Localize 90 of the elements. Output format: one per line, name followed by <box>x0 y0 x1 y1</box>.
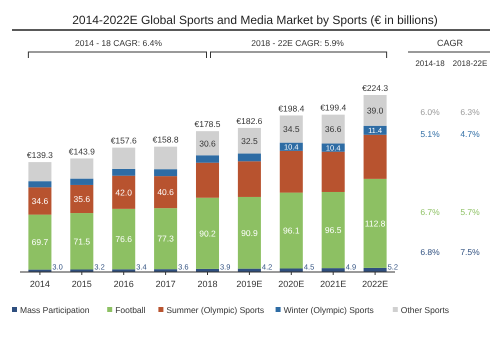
data-label: 96.5 <box>324 225 342 236</box>
text: 5.7% <box>460 207 480 217</box>
bar <box>280 192 303 268</box>
bar <box>196 155 220 163</box>
bar <box>238 161 261 197</box>
total-label: €199.4 <box>320 102 346 113</box>
data-label: 39.0 <box>366 105 384 116</box>
x-tick-label: 2021E <box>320 279 346 289</box>
text: 7.5% <box>460 247 480 257</box>
total-label: €178.5 <box>194 119 221 130</box>
x-tick-label: 2016 <box>114 279 134 289</box>
total-label: €143.9 <box>68 146 96 156</box>
total-label: €182.6 <box>236 116 263 126</box>
total-label: €139.3 <box>26 150 54 160</box>
x-tick-label: 2020E <box>278 279 304 289</box>
bar <box>70 184 94 214</box>
bar <box>280 115 303 143</box>
bar <box>322 192 345 268</box>
text: 6.8% <box>420 247 440 257</box>
bar <box>364 178 387 268</box>
x-tick-label: 2022E <box>362 279 388 289</box>
x-tick-label: 2015 <box>72 279 92 289</box>
bar <box>70 213 94 270</box>
bar <box>154 169 178 176</box>
bar <box>154 208 178 270</box>
text: CAGR <box>436 38 464 48</box>
bar <box>238 128 261 154</box>
total-label: €157.6 <box>110 136 137 146</box>
data-label: 77.3 <box>157 234 174 244</box>
text: 2018-22E <box>452 59 488 68</box>
data-label: 36.6 <box>324 124 342 134</box>
bar <box>28 187 52 215</box>
bar <box>364 95 387 126</box>
legend-label: Mass Participation <box>20 305 90 315</box>
x-tick-label: 2019E <box>236 279 262 289</box>
legend-label: Football <box>115 305 146 315</box>
legend-label: Winter (Olympic) Sports <box>284 305 374 315</box>
legend-label: Summer (Olympic) Sports <box>166 305 264 315</box>
bar <box>112 176 136 209</box>
total-label: €198.4 <box>278 103 305 114</box>
data-label: 30.6 <box>199 138 216 148</box>
bar <box>196 198 220 269</box>
data-label: 32.5 <box>241 136 258 146</box>
data-label: 96.1 <box>283 226 300 236</box>
data-label: 35.6 <box>74 194 90 204</box>
bar <box>28 162 52 182</box>
bar <box>238 268 261 272</box>
text: 2018 - 22E CAGR: 5.9% <box>251 38 344 48</box>
bar <box>154 176 178 208</box>
chart-title: 2014-2022E Global Sports and Media Market by Sports (€ in billions) <box>72 13 438 27</box>
bar <box>154 146 178 170</box>
data-label: 42.0 <box>115 187 132 198</box>
bar <box>70 158 94 179</box>
bar <box>112 148 136 169</box>
data-label: 90.9 <box>241 228 258 238</box>
legend-label: Other Sports <box>400 305 449 315</box>
x-tick-label: 2014 <box>30 279 50 289</box>
data-label: 71.5 <box>74 236 90 246</box>
bar <box>280 150 303 193</box>
bar <box>28 214 52 270</box>
bar <box>112 208 136 270</box>
data-label: 112.8 <box>364 218 386 228</box>
bar <box>238 154 261 162</box>
data-label: 90.2 <box>199 228 216 238</box>
bar <box>364 134 387 179</box>
bar <box>112 168 136 176</box>
text: 2014-18 <box>415 59 446 68</box>
data-label: 76.6 <box>115 234 132 244</box>
text: 6.0% <box>420 107 440 117</box>
total-label: €224.3 <box>362 83 388 93</box>
bar <box>28 181 52 188</box>
x-tick-label: 2018 <box>197 279 218 289</box>
text: 6.3% <box>460 107 480 117</box>
bar <box>196 131 220 156</box>
text: 4.7% <box>460 129 480 139</box>
data-label: 69.7 <box>32 237 48 248</box>
text: 5.1% <box>420 129 440 139</box>
bar <box>238 196 261 269</box>
bar <box>322 268 345 272</box>
data-label: 34.6 <box>32 196 48 206</box>
total-label: €158.8 <box>152 134 179 145</box>
bar <box>196 162 220 198</box>
bar <box>70 178 94 185</box>
text: 6.7% <box>420 207 440 217</box>
data-label: 34.5 <box>283 124 300 134</box>
bar <box>322 114 345 144</box>
data-label: 40.6 <box>157 187 174 198</box>
bar <box>322 152 345 192</box>
text: 2014 - 18 CAGR: 6.4% <box>74 38 162 48</box>
x-tick-label: 2017 <box>156 279 176 289</box>
